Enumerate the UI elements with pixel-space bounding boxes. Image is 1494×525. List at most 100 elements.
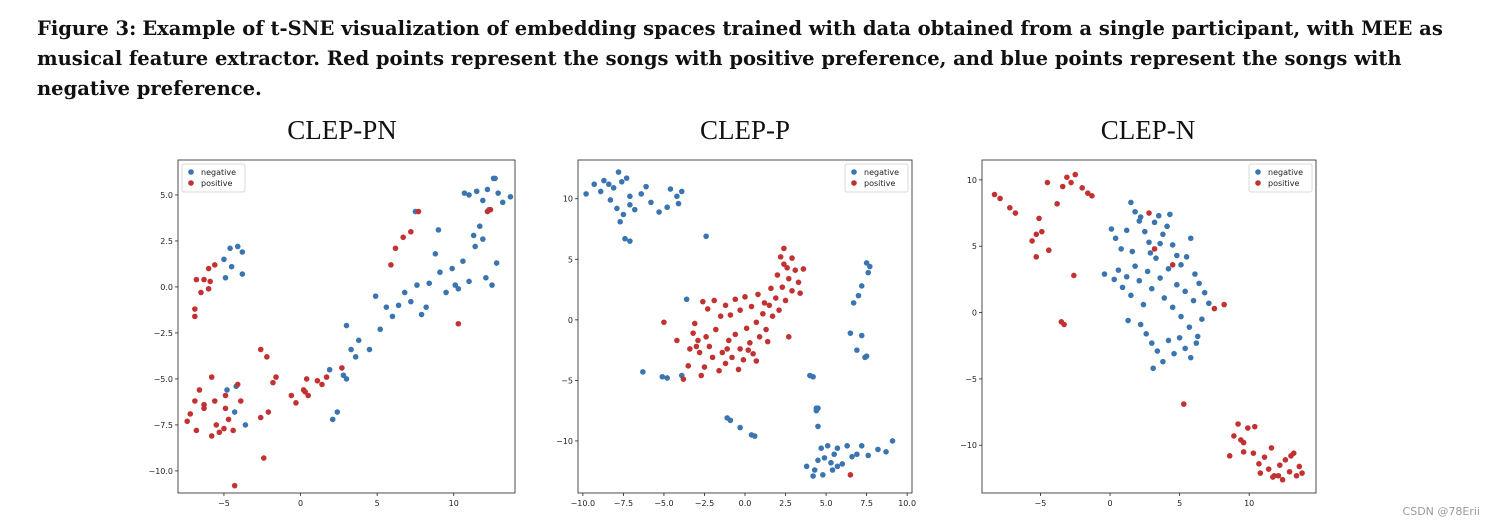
negative-point [1111, 276, 1118, 283]
positive-point [695, 337, 701, 344]
positive-point [661, 319, 667, 326]
negative-point [850, 300, 857, 306]
legend-marker-negative [851, 169, 857, 175]
y-tick-label: 0.0 [160, 283, 173, 292]
positive-point [724, 346, 730, 352]
negative-point [1123, 227, 1130, 234]
negative-point [583, 191, 589, 197]
positive-point [305, 392, 312, 399]
positive-point [748, 303, 755, 310]
positive-point [1211, 305, 1218, 312]
positive-point [1296, 463, 1303, 470]
negative-point [839, 461, 846, 467]
negative-point [815, 423, 821, 430]
positive-point [1084, 190, 1091, 196]
negative-point [620, 211, 627, 218]
negative-point [1128, 292, 1134, 299]
negative-point [1171, 350, 1177, 357]
positive-point [1169, 262, 1176, 268]
negative-point [432, 251, 439, 257]
positive-point [1279, 476, 1286, 483]
negative-point [828, 459, 834, 466]
positive-point [687, 346, 693, 352]
negative-point [683, 296, 690, 303]
positive-point [1046, 247, 1052, 254]
negative-point [443, 289, 449, 296]
negative-point [865, 269, 872, 276]
positive-point [1240, 449, 1247, 455]
negative-point [483, 274, 489, 281]
positive-point [693, 343, 700, 350]
negative-point [1137, 321, 1144, 328]
negative-point [617, 218, 623, 225]
negative-point [366, 346, 373, 353]
positive-point [722, 302, 729, 309]
positive-point [208, 374, 215, 380]
positive-point [205, 285, 212, 292]
negative-point [489, 282, 495, 288]
negative-point [1142, 228, 1148, 235]
negative-point [614, 205, 620, 212]
positive-point [756, 333, 763, 340]
positive-point [1250, 450, 1257, 456]
negative-point [499, 199, 506, 206]
x-tick-label: 10 [1244, 499, 1254, 508]
negative-point [1160, 231, 1166, 238]
x-tick-label: 0 [1107, 499, 1112, 508]
legend-marker-negative [188, 169, 194, 175]
negative-point [473, 188, 480, 195]
negative-point [1174, 281, 1180, 288]
negative-point [664, 204, 670, 211]
negative-point [849, 453, 855, 460]
negative-point [1160, 358, 1166, 365]
positive-point [211, 262, 218, 268]
negative-point [1161, 295, 1168, 301]
positive-point [487, 206, 494, 213]
legend-label-negative: negative [864, 168, 899, 177]
y-tick-label: 5 [972, 242, 977, 251]
negative-point [466, 192, 472, 198]
negative-point [401, 289, 408, 296]
negative-point [829, 467, 836, 473]
y-tick-label: 0 [568, 316, 573, 325]
figure-caption: Figure 3: Example of t-SNE visualization … [37, 14, 1457, 104]
positive-point [201, 276, 207, 283]
positive-point [207, 278, 213, 285]
y-tick-label: −2.5 [154, 329, 173, 338]
negative-point [667, 186, 674, 192]
positive-point [1180, 401, 1187, 407]
negative-point [484, 186, 491, 193]
negative-point [818, 445, 825, 451]
negative-point [875, 446, 881, 453]
positive-point [717, 313, 724, 320]
negative-point [455, 285, 462, 292]
positive-point [753, 358, 760, 364]
negative-point [231, 409, 238, 415]
positive-point [198, 289, 204, 296]
negative-point [858, 442, 865, 449]
positive-point [1261, 454, 1268, 460]
positive-point [192, 313, 198, 320]
negative-point [1190, 297, 1197, 304]
negative-point [811, 467, 818, 473]
negative-point [1201, 289, 1208, 296]
negative-point [1187, 354, 1194, 361]
positive-point [415, 208, 422, 215]
negative-point [449, 265, 455, 272]
negative-point [408, 298, 414, 305]
positive-point [1226, 453, 1233, 459]
x-tick-label: −5 [218, 499, 230, 508]
negative-point [664, 375, 670, 381]
positive-point [1012, 210, 1019, 216]
positive-point [725, 337, 732, 344]
positive-point [265, 409, 272, 415]
y-tick-label: −10 [960, 441, 977, 450]
negative-point [863, 353, 870, 359]
positive-point [1238, 437, 1244, 443]
negative-point [389, 313, 396, 320]
negative-point [610, 185, 617, 191]
y-tick-label: 5 [568, 255, 573, 264]
scatter-plot-clep-pn: −5 0 5 10 5.0 2.5 0.0 −2.5 −5.0 −7.5 −10.0 negative… [148, 159, 516, 508]
positive-point [709, 354, 716, 361]
positive-point [737, 346, 743, 352]
